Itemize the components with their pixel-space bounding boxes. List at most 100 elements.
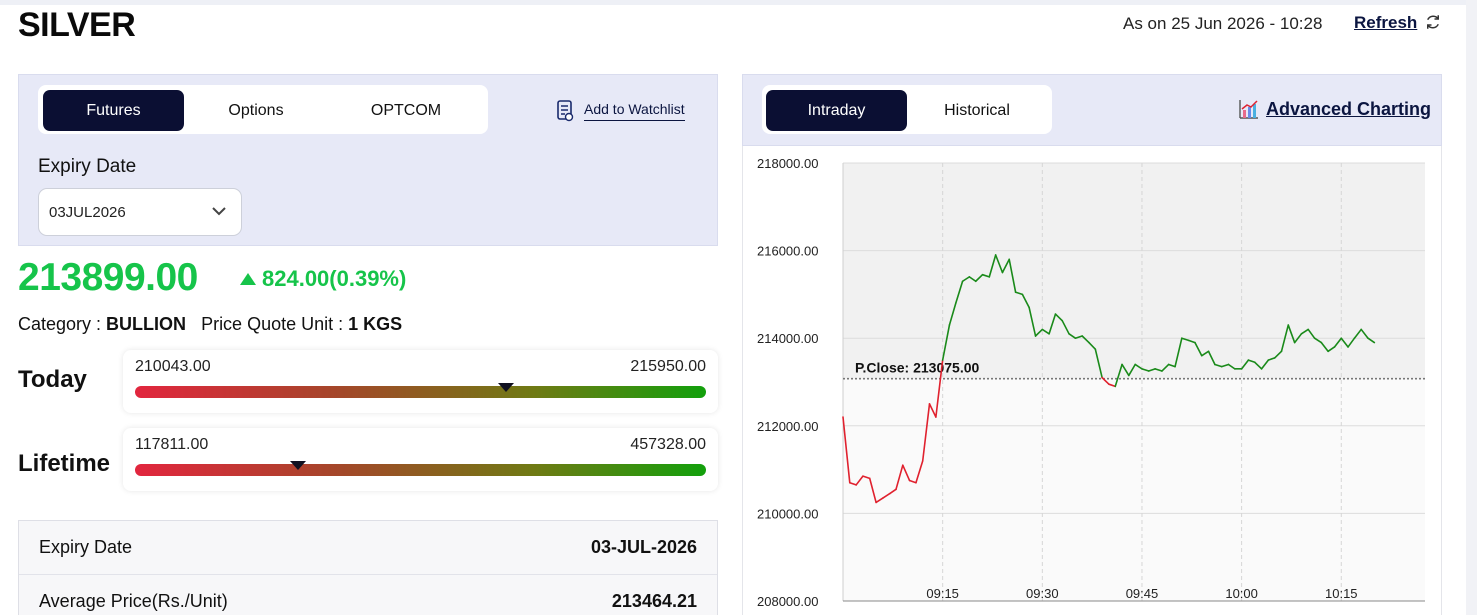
- price-line-segment: [974, 273, 984, 283]
- price-line-segment: [1313, 337, 1323, 344]
- price-line-segment: [1081, 335, 1090, 344]
- price-line-segment: [842, 416, 851, 484]
- price-line-segment: [848, 481, 857, 486]
- contract-type-tabs: Futures Options OPTCOM: [38, 85, 488, 134]
- detail-row: Average Price(Rs./Unit) 213464.21: [19, 574, 717, 615]
- price-line-segment: [1320, 341, 1329, 353]
- chevron-down-icon: [212, 207, 226, 216]
- category-label: Category :: [18, 314, 107, 334]
- x-tick-label: 09:45: [1126, 586, 1159, 601]
- price-line-segment: [1227, 363, 1236, 370]
- price-line-segment: [1054, 313, 1064, 322]
- today-range-label: Today: [18, 366, 87, 393]
- chart-type-tabs: Intraday Historical: [762, 85, 1052, 134]
- price-line-segment: [1340, 337, 1349, 348]
- price-line-segment: [1247, 359, 1256, 364]
- price-line-segment: [968, 276, 977, 283]
- price-line-segment: [928, 403, 937, 418]
- price-line-segment: [1154, 368, 1163, 372]
- detail-label: Expiry Date: [39, 537, 133, 557]
- lifetime-range-card: 117811.00 457328.00: [123, 428, 718, 491]
- price-line-segment: [1347, 337, 1356, 348]
- price-line-segment: [1061, 319, 1070, 335]
- category-value: BULLION: [106, 314, 187, 334]
- price-line-segment: [1167, 363, 1176, 368]
- price-line-segment: [1108, 383, 1117, 388]
- previous-close-label: P.Close: 213075.00: [855, 360, 979, 376]
- x-tick-label: 10:00: [1225, 586, 1258, 601]
- price-line-segment: [1194, 341, 1203, 357]
- price-line-segment: [915, 460, 924, 484]
- chart-icon: [1239, 100, 1258, 119]
- contract-info: Category : BULLION Price Quote Unit : 1 …: [18, 314, 402, 335]
- as-on-timestamp: As on 25 Jun 2026 - 10:28: [1123, 14, 1323, 33]
- detail-value: 03-JUL-2026: [590, 537, 697, 557]
- price-line-segment: [1088, 341, 1097, 350]
- price-line-segment: [1128, 363, 1136, 377]
- price-line-segment: [1353, 328, 1363, 339]
- today-range-card: 210043.00 215950.00: [123, 350, 718, 413]
- y-tick-label: 208000.00: [757, 594, 818, 609]
- today-low: 210043.00: [135, 358, 211, 375]
- detail-value: 213464.21: [611, 590, 697, 611]
- chart-upper-shade: [843, 163, 1425, 379]
- contract-details-table: Expiry Date 03-JUL-2026 Average Price(Rs…: [18, 520, 718, 615]
- tab-intraday[interactable]: Intraday: [766, 90, 907, 131]
- tab-historical[interactable]: Historical: [944, 101, 1010, 119]
- tab-futures[interactable]: Futures: [43, 90, 184, 131]
- up-arrow-icon: [240, 273, 256, 285]
- tab-optcom[interactable]: OPTCOM: [370, 101, 442, 119]
- price-line-segment: [1008, 258, 1017, 294]
- lifetime-range-marker: [289, 461, 306, 470]
- intraday-chart: 218000.00 216000.00 214000.00 212000.00 2100…: [742, 146, 1442, 615]
- price-line-segment: [981, 273, 991, 278]
- price-line-segment: [1220, 363, 1230, 368]
- advanced-charting-link[interactable]: Advanced Charting: [1238, 98, 1431, 120]
- refresh-button[interactable]: Refresh: [1354, 13, 1418, 32]
- price-line-segment: [1028, 306, 1037, 337]
- price-line-segment: [1253, 361, 1263, 370]
- refresh-icon[interactable]: [1424, 13, 1442, 31]
- price-line-segment: [1121, 363, 1130, 377]
- price-line-segment: [1187, 339, 1196, 344]
- today-high: 215950.00: [630, 358, 706, 375]
- price-line-segment: [1114, 363, 1123, 388]
- price-line-segment: [1014, 291, 1024, 296]
- price-line-segment: [862, 475, 871, 480]
- y-tick-label: 212000.00: [757, 419, 818, 434]
- price-line-segment: [1214, 363, 1223, 368]
- tab-options[interactable]: Options: [228, 101, 284, 119]
- price-line-segment: [1141, 368, 1150, 372]
- price-line-segment: [895, 464, 904, 491]
- expiry-date-select[interactable]: 03JUL2026: [38, 188, 242, 236]
- chart-lower-shade: [843, 378, 1425, 601]
- y-tick-label: 214000.00: [757, 331, 818, 346]
- advanced-charting-label: Advanced Charting: [1266, 98, 1432, 119]
- today-range-bar: [135, 386, 706, 398]
- price-line-segment: [882, 492, 891, 499]
- detail-row: Expiry Date 03-JUL-2026: [19, 521, 717, 574]
- add-to-watchlist-button[interactable]: Add to Watchlist: [556, 100, 685, 122]
- unit-label: Price Quote Unit :: [201, 314, 349, 334]
- price-change-value: 824.00(0.39%): [262, 266, 407, 291]
- price-line-segment: [1021, 293, 1030, 309]
- price-line-segment: [855, 475, 864, 486]
- price-line-segment: [1207, 350, 1216, 366]
- price-line-segment: [901, 464, 911, 482]
- price-line-segment: [1260, 359, 1270, 370]
- price-line-segment: [875, 497, 884, 504]
- y-tick-label: 216000.00: [757, 244, 818, 259]
- price-line-segment: [1048, 313, 1057, 335]
- price-line-segment: [1001, 258, 1011, 274]
- price-line-segment: [1094, 348, 1103, 379]
- price-line-segment: [1034, 328, 1044, 337]
- last-price: 213899.00: [18, 256, 198, 299]
- price-line-segment: [941, 324, 951, 361]
- price-line-segment: [888, 488, 897, 495]
- price-line-segment: [1134, 363, 1143, 370]
- price-line-segment: [961, 276, 971, 283]
- price-line-segment: [1367, 337, 1376, 344]
- watchlist-label: Add to Watchlist: [584, 101, 685, 121]
- lifetime-range-label: Lifetime: [18, 450, 111, 477]
- price-line-segment: [1267, 357, 1276, 361]
